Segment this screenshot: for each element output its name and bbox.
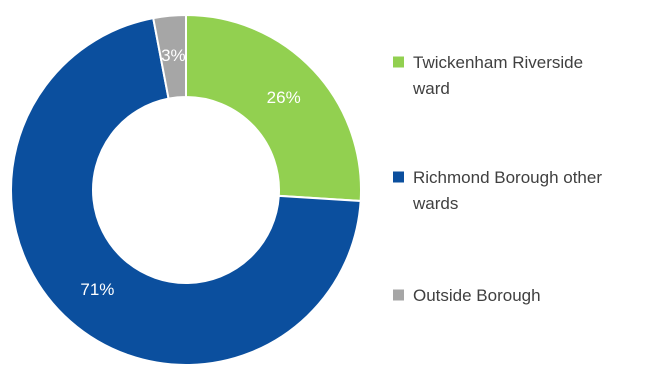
slice-outside-borough <box>152 13 187 100</box>
legend-entry-outside-borough: Outside Borough <box>393 286 541 305</box>
slice-label-twickenham-riverside-ward: 26% <box>267 88 301 107</box>
legend-label-outside-borough: Outside Borough <box>413 286 541 305</box>
slice-labels: 26% 71% 3% <box>80 46 300 299</box>
legend-label-twickenham-riverside-ward: Twickenham Riverside ward <box>412 53 583 98</box>
slice-label-outside-borough: 3% <box>161 46 186 65</box>
legend-swatch-outside-borough <box>393 289 404 301</box>
legend-swatch-richmond-borough-other-wards <box>393 171 404 183</box>
slice-twickenham-riverside-ward <box>185 13 362 203</box>
legend-entry-twickenham-riverside-ward: Twickenham Riverside ward <box>393 53 583 98</box>
legend-label-richmond-borough-other-wards: Richmond Borough other wards <box>412 168 602 213</box>
slice-label-richmond-borough-other-wards: 71% <box>80 280 114 299</box>
legend-entry-richmond-borough-other-wards: Richmond Borough other wards <box>393 168 602 213</box>
donut-slices <box>10 13 362 366</box>
legend-swatch-twickenham-riverside-ward <box>393 56 404 68</box>
legend: Twickenham Riverside ward Richmond Borough… <box>393 53 602 305</box>
slice-richmond-borough-other-wards <box>10 16 362 366</box>
